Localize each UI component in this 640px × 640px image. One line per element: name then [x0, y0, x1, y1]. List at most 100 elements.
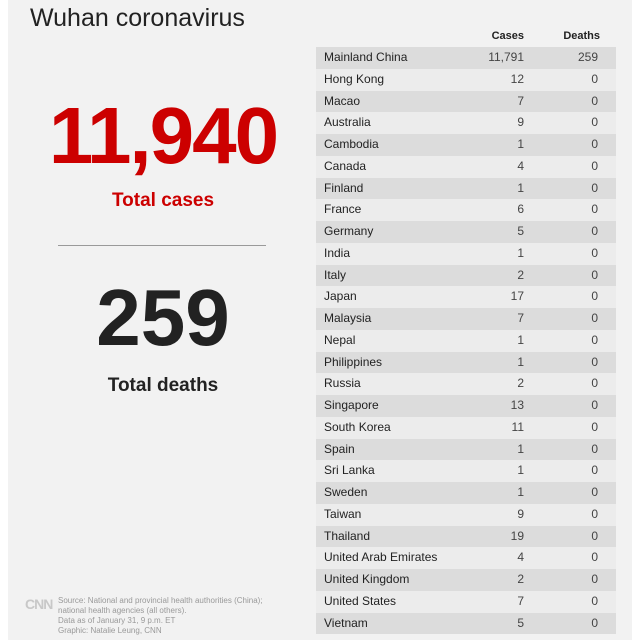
column-header-deaths: Deaths [563, 30, 600, 42]
table-row: Macao 7 0 [316, 90, 616, 113]
table-row: Philippines 1 0 [316, 351, 616, 374]
infographic-panel: Wuhan coronavirus 11,940 Total cases 259… [8, 0, 632, 640]
table-row: United Arab Emirates 4 0 [316, 547, 616, 569]
country-name-cell: Singapore [324, 398, 379, 412]
deaths-cell: 0 [591, 245, 598, 260]
table-row: Singapore 13 0 [316, 395, 616, 417]
table-row: Finland 1 0 [316, 177, 616, 200]
country-name-cell: United Arab Emirates [324, 550, 438, 565]
country-name-cell: France [324, 202, 362, 217]
deaths-cell: 0 [591, 550, 598, 565]
table-row: Italy 2 0 [316, 264, 616, 287]
country-name-cell: Nepal [324, 332, 356, 347]
total-cases-value: 11,940 [48, 91, 279, 180]
cases-cell: 4 [517, 550, 524, 565]
cases-cell: 2 [517, 572, 524, 586]
deaths-cell: 0 [591, 354, 598, 369]
cnn-logo: CNN [25, 596, 53, 612]
deaths-cell: 0 [591, 572, 598, 586]
country-name-cell: United Kingdom [324, 572, 410, 586]
cases-cell: 9 [517, 506, 524, 521]
cases-cell: 9 [517, 115, 524, 130]
country-name-cell: Malaysia [324, 311, 372, 325]
deaths-cell: 0 [591, 463, 598, 478]
deaths-cell: 0 [591, 202, 598, 217]
deaths-cell: 0 [591, 615, 598, 630]
cases-cell: 1 [517, 441, 524, 456]
deaths-cell: 0 [591, 115, 598, 130]
deaths-cell: 259 [577, 50, 598, 64]
cases-cell: 6 [517, 202, 524, 217]
table-row: United States 7 0 [316, 590, 616, 613]
table-row: Thailand 19 0 [316, 525, 616, 548]
deaths-cell: 0 [591, 158, 598, 173]
country-name-cell: South Korea [324, 419, 391, 434]
cases-cell: 1 [517, 485, 524, 499]
cases-cell: 7 [517, 311, 524, 325]
country-name-cell: Cambodia [324, 137, 379, 151]
country-name-cell: United States [324, 593, 397, 608]
source-note: Source: National and provincial health a… [58, 596, 303, 636]
cases-cell: 2 [517, 267, 524, 282]
table-row: India 1 0 [316, 242, 616, 265]
country-name-cell: India [324, 245, 351, 260]
deaths-cell: 0 [591, 485, 598, 499]
table-row: South Korea 11 0 [316, 416, 616, 439]
deaths-cell: 0 [591, 180, 598, 195]
table-row: Sri Lanka 1 0 [316, 460, 616, 482]
cases-cell: 1 [517, 354, 524, 369]
table-row: Nepal 1 0 [316, 329, 616, 352]
table-row: Vietnam 5 0 [316, 612, 616, 635]
country-name-cell: Philippines [324, 354, 383, 369]
deaths-cell: 0 [591, 376, 598, 391]
cases-cell: 5 [517, 224, 524, 238]
cases-cell: 5 [517, 615, 524, 630]
table-row: Germany 5 0 [316, 221, 616, 243]
cases-cell: 1 [517, 180, 524, 195]
table-row: United Kingdom 2 0 [316, 569, 616, 591]
table-row: Hong Kong 12 0 [316, 68, 616, 91]
cases-cell: 17 [510, 289, 524, 304]
country-name-cell: Sweden [324, 485, 368, 499]
deaths-cell: 0 [591, 593, 598, 608]
country-name-cell: Italy [324, 267, 347, 282]
country-name-cell: Sri Lanka [324, 463, 375, 478]
cases-cell: 11 [511, 419, 524, 434]
summary-divider [58, 245, 266, 246]
cases-cell: 11,791 [488, 50, 524, 64]
column-header-cases: Cases [491, 30, 524, 42]
country-table: Mainland China 11,791 259 Hong Kong 12 0 Macao… [316, 47, 616, 635]
page-title: Wuhan coronavirus [30, 4, 245, 32]
country-name-cell: Germany [324, 224, 374, 238]
deaths-cell: 0 [591, 137, 598, 151]
country-name-cell: Australia [324, 115, 371, 130]
cases-cell: 1 [517, 332, 524, 347]
country-name-cell: Canada [324, 158, 367, 173]
cases-cell: 7 [517, 93, 524, 108]
cases-cell: 1 [517, 463, 524, 478]
total-cases-label: Total cases [111, 190, 215, 211]
table-row: Australia 9 0 [316, 112, 616, 134]
country-name-cell: Thailand [324, 528, 371, 543]
table-row: Japan 17 0 [316, 286, 616, 308]
table-row: Cambodia 1 0 [316, 134, 616, 156]
deaths-cell: 0 [591, 289, 598, 304]
cases-cell: 4 [517, 158, 524, 173]
country-name-cell: Spain [324, 441, 355, 456]
cases-cell: 2 [517, 376, 524, 391]
deaths-cell: 0 [591, 224, 598, 238]
table-row: Sweden 1 0 [316, 482, 616, 504]
country-name-cell: Macao [324, 93, 361, 108]
cases-cell: 12 [510, 71, 524, 86]
country-name-cell: Hong Kong [324, 71, 385, 86]
deaths-cell: 0 [591, 441, 598, 456]
cases-cell: 1 [517, 137, 524, 151]
deaths-cell: 0 [591, 528, 598, 543]
country-name-cell: Mainland China [324, 50, 408, 64]
table-row: Russia 2 0 [316, 373, 616, 395]
total-deaths-label: Total deaths [107, 375, 219, 396]
deaths-cell: 0 [591, 398, 598, 412]
table-row: France 6 0 [316, 199, 616, 221]
source-line: national health agencies (all others). [58, 606, 187, 615]
table-row: Malaysia 7 0 [316, 308, 616, 330]
